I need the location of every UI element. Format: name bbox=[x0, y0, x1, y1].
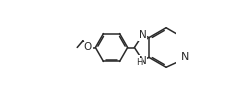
Text: O: O bbox=[84, 42, 92, 53]
Text: H: H bbox=[137, 58, 143, 67]
Text: N: N bbox=[181, 52, 189, 62]
Text: N: N bbox=[139, 30, 147, 40]
Text: N: N bbox=[139, 56, 147, 66]
